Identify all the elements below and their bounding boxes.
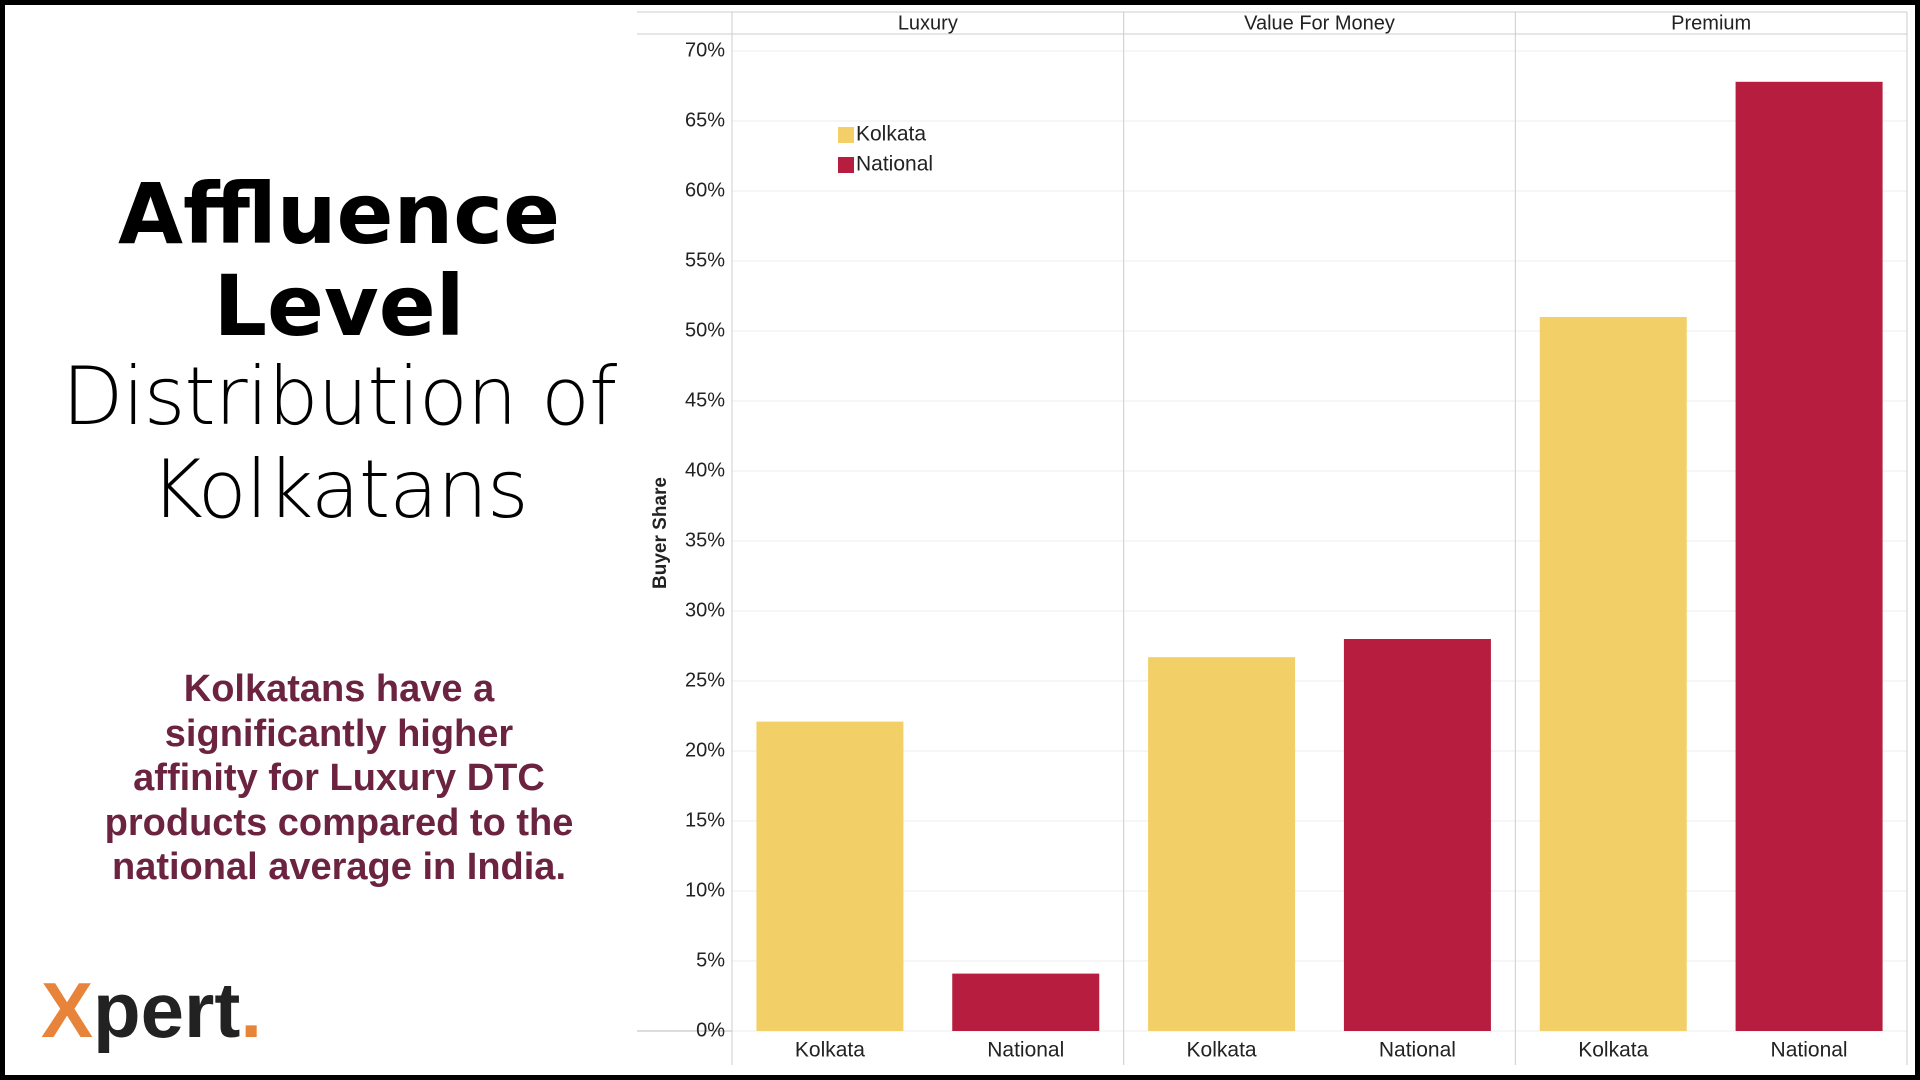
title-line: Level [213, 257, 465, 355]
note: Kolkatans have a significantly higher af… [104, 668, 574, 889]
y-tick-label: 30% [685, 599, 725, 621]
panel-label: Value For Money [1244, 12, 1395, 34]
y-axis-label: Buyer Share [650, 477, 671, 589]
bar [952, 973, 1100, 1031]
title-line: Affluence [117, 165, 561, 263]
legend-swatch [838, 157, 854, 173]
y-tick-label: 10% [685, 879, 725, 901]
y-tick-label: 25% [685, 669, 725, 691]
logo-dot: . [240, 966, 263, 1054]
subtitle-line: Distribution of [61, 350, 617, 443]
bar [1343, 639, 1491, 1031]
subtitle-line: Kolkatans [150, 443, 528, 536]
y-tick-label: 65% [685, 109, 725, 131]
y-tick-label: 5% [696, 949, 725, 971]
y-tick-label: 20% [685, 739, 725, 761]
x-tick-label: Kolkata [1578, 1039, 1648, 1062]
legend-label: Kolkata [856, 123, 926, 146]
panel-label: Luxury [898, 12, 958, 34]
logo-x: X [41, 966, 94, 1054]
x-tick-label: National [987, 1039, 1064, 1062]
y-tick-label: 15% [685, 809, 725, 831]
y-tick-label: 0% [696, 1019, 725, 1041]
y-tick-label: 45% [685, 389, 725, 411]
bar [1148, 657, 1296, 1031]
legend-swatch [838, 127, 854, 143]
legend-label: National [856, 153, 933, 176]
y-tick-label: 70% [685, 39, 725, 61]
y-tick-label: 50% [685, 319, 725, 341]
panel-label: Premium [1671, 12, 1751, 34]
bar [1735, 81, 1883, 1032]
x-tick-label: Kolkata [1187, 1039, 1257, 1062]
y-tick-label: 35% [685, 529, 725, 551]
logo-rest: pert [93, 966, 241, 1054]
x-tick-label: National [1379, 1039, 1456, 1062]
x-tick-label: Kolkata [795, 1039, 865, 1062]
logo: Xpert. [41, 965, 262, 1056]
bar [1539, 317, 1687, 1031]
y-tick-label: 60% [685, 179, 725, 201]
bar [756, 721, 904, 1031]
y-tick-label: 40% [685, 459, 725, 481]
y-tick-label: 55% [685, 249, 725, 271]
x-tick-label: National [1771, 1039, 1848, 1062]
